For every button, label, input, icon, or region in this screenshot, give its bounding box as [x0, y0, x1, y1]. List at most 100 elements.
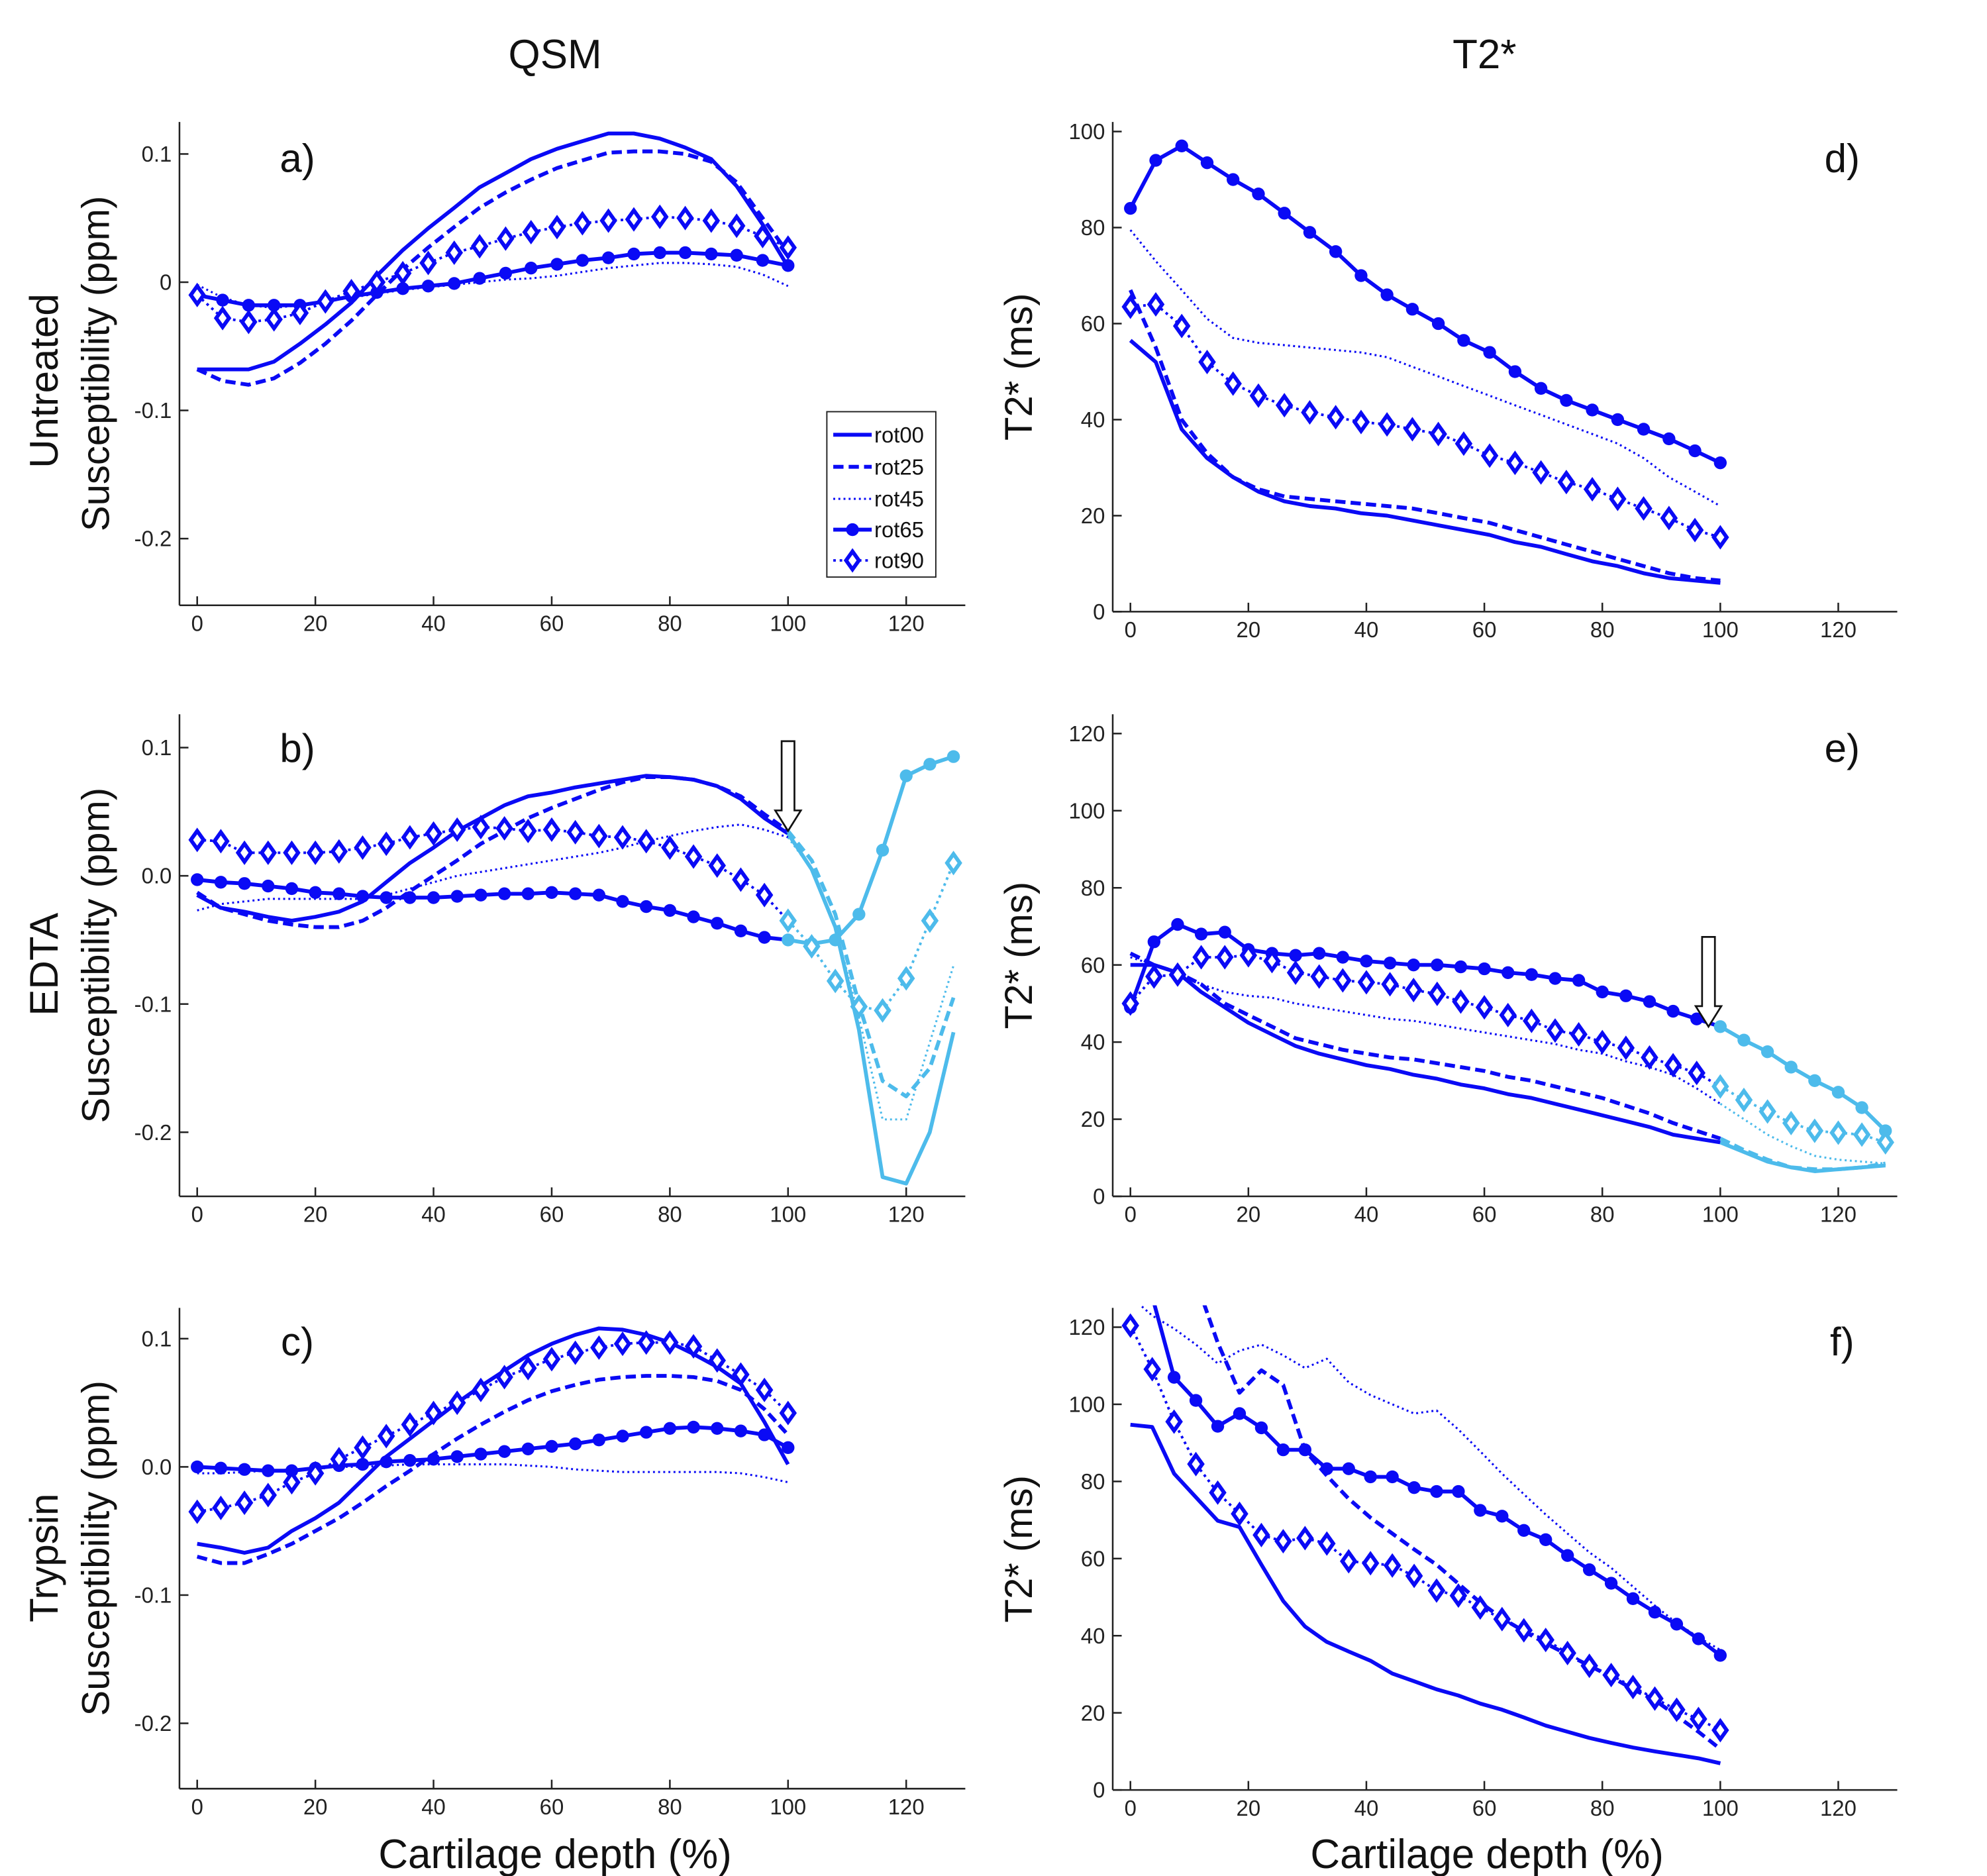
y-tick-label: 0.1: [142, 735, 172, 760]
x-tick-label: 100: [1702, 1796, 1739, 1820]
x-tick-label: 100: [770, 1202, 806, 1227]
data-point-rot90: [590, 823, 608, 849]
data-point-rot65: [1496, 1510, 1509, 1523]
y-axis-label: T2* (ms): [997, 882, 1041, 1029]
data-point-rot65: [1167, 1371, 1181, 1384]
data-point-rot90: [754, 223, 772, 248]
data-point-rot65: [1278, 207, 1291, 220]
data-point-rot90: [1187, 1451, 1205, 1477]
y-tick-label: -0.2: [134, 1711, 172, 1736]
data-point-rot90: [368, 270, 386, 295]
data-point-rot65: [876, 843, 890, 857]
data-point-rot65: [616, 1430, 629, 1443]
y-tick-label: 0.1: [142, 142, 172, 166]
data-point-rot65: [497, 1445, 511, 1458]
y-tick-label: -0.2: [134, 1120, 172, 1145]
y-axis-label: Susceptibility (ppm): [75, 196, 118, 531]
data-point-rot65: [521, 1442, 535, 1455]
data-point-rot65: [1405, 303, 1419, 316]
data-point-rot65: [1452, 1485, 1465, 1498]
data-point-rot65: [497, 887, 511, 900]
data-point-rot90: [1624, 1675, 1642, 1700]
data-point-rot65: [1517, 1524, 1531, 1537]
data-point-rot65: [687, 1420, 700, 1434]
data-point-rot90: [188, 282, 206, 307]
data-point-rot90: [393, 260, 412, 286]
data-point-rot90: [425, 821, 442, 846]
panel-letter: f): [1830, 1320, 1855, 1364]
data-point-rot65: [1760, 1045, 1774, 1059]
y-axis-label: Susceptibility (ppm): [75, 1381, 118, 1716]
panel-letter: c): [281, 1320, 314, 1364]
data-point-rot65: [1252, 187, 1265, 201]
data-point-rot90: [354, 1435, 372, 1460]
data-point-rot65: [545, 1439, 558, 1453]
panel-e: 0 20 40 60 80 100 120 0 20 40 60 80 100 120 T2* (ms) e): [997, 714, 1898, 1227]
data-point-rot90: [590, 1335, 608, 1360]
data-point-rot90: [637, 1330, 655, 1355]
series-line-rot25: [1202, 1305, 1722, 1751]
y-tick-label: 40: [1081, 1624, 1105, 1648]
series-line-rot00: [786, 832, 956, 1186]
panel-letter: d): [1825, 136, 1860, 181]
data-point-rot65: [1218, 925, 1231, 939]
data-point-rot65: [1692, 1632, 1706, 1645]
data-point-rot65: [242, 299, 256, 312]
data-point-rot65: [1386, 1470, 1399, 1484]
data-point-rot65: [214, 1461, 228, 1475]
plot-area: [1121, 917, 1894, 1173]
data-point-rot65: [653, 246, 666, 260]
data-point-rot90: [235, 1490, 254, 1516]
data-point-rot90: [779, 235, 797, 260]
panel-letter: a): [280, 136, 315, 181]
data-point-rot90: [637, 829, 655, 854]
x-tick-label: 0: [191, 1202, 203, 1227]
x-tick-label: 60: [540, 1795, 564, 1819]
data-point-rot90: [1215, 945, 1234, 970]
data-point-rot90: [1515, 1618, 1533, 1643]
data-point-rot90: [599, 208, 617, 233]
legend: rot00 rot25 rot45 rot65 rot90: [826, 411, 937, 578]
data-point-rot90: [1318, 1531, 1336, 1556]
data-point-rot65: [1586, 403, 1599, 417]
series-line-rot00: [1130, 963, 1721, 1145]
data-point-rot65: [568, 1437, 582, 1451]
data-point-rot90: [1688, 1061, 1706, 1086]
data-point-rot65: [1313, 947, 1326, 960]
data-point-rot90: [702, 208, 721, 233]
data-point-rot90: [661, 835, 679, 860]
data-point-rot65: [403, 891, 417, 904]
data-point-rot90: [625, 207, 643, 232]
data-point-rot65: [663, 904, 677, 917]
data-point-rot90: [684, 1333, 703, 1359]
data-point-rot90: [1690, 1706, 1707, 1732]
data-point-rot90: [566, 819, 584, 845]
data-point-rot90: [708, 1348, 726, 1373]
data-point-rot65: [550, 258, 564, 271]
data-point-rot65: [601, 251, 615, 264]
data-point-rot65: [1320, 1462, 1333, 1475]
data-point-rot90: [1471, 1595, 1490, 1620]
data-point-rot65: [238, 1463, 251, 1476]
x-tick-label: 60: [1472, 1796, 1497, 1820]
data-point-rot90: [522, 219, 540, 245]
data-point-rot65: [1200, 156, 1214, 170]
data-point-rot90: [283, 840, 301, 865]
data-point-rot65: [711, 917, 724, 930]
x-tick-label: 0: [1125, 1202, 1137, 1227]
data-point-rot90: [1668, 1697, 1686, 1722]
data-point-rot65: [1662, 432, 1676, 446]
data-point-rot65: [756, 254, 770, 267]
data-point-rot65: [782, 1441, 795, 1455]
data-point-rot65: [1855, 1101, 1868, 1114]
data-point-rot90: [291, 300, 309, 325]
data-point-rot65: [427, 1453, 440, 1466]
y-tick-label: 0: [1093, 1184, 1105, 1209]
data-point-rot65: [1233, 1407, 1247, 1420]
column-title-t2star: T2*: [1452, 32, 1516, 78]
data-point-rot65: [1380, 288, 1394, 301]
data-point-rot90: [1686, 517, 1704, 543]
data-point-rot90: [1383, 1553, 1401, 1578]
x-tick-label: 80: [658, 1202, 682, 1227]
